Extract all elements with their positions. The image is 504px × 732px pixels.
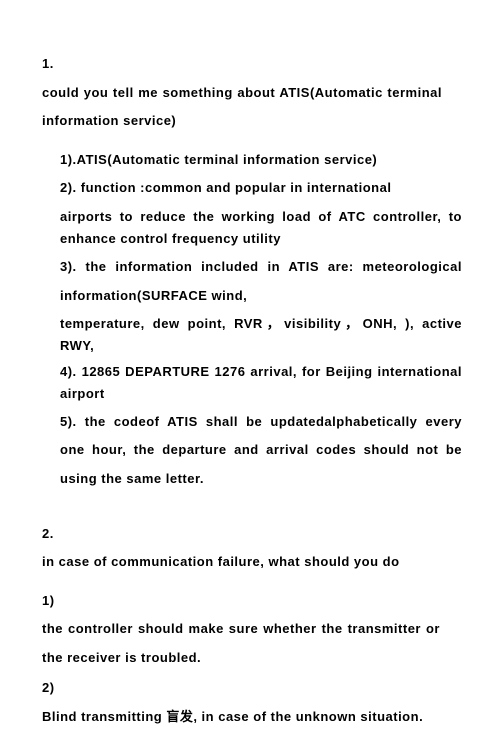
q2-sub2-number: 2): [42, 674, 60, 703]
q1-point-3a: 3). the information included in ATIS are…: [60, 253, 462, 310]
q1-point-5: 5). the codeof ATIS shall be updatedalph…: [60, 408, 462, 494]
section-gap: [42, 494, 462, 520]
q1-point-3b: temperature, dew point, RVR，visibility，O…: [60, 313, 462, 357]
q1-point-4: 4). 12865 DEPARTURE 1276 arrival, for Be…: [60, 361, 462, 405]
q2-sub-1: 1) the controller should make sure wheth…: [42, 587, 462, 673]
question-2: 2. in case of communication failure, wha…: [42, 520, 462, 577]
q2-sub-2: 2) Blind transmitting 盲发, in case of the…: [42, 674, 462, 731]
q2-number: 2.: [42, 520, 58, 549]
q2-sub2-text: Blind transmitting 盲发, in case of the un…: [42, 703, 440, 732]
q2-sub1-text: the controller should make sure whether …: [42, 615, 440, 672]
q1-point-2b: airports to reduce the working load of A…: [60, 206, 462, 250]
q2-title: in case of communication failure, what s…: [42, 548, 442, 577]
q1-number: 1.: [42, 50, 58, 79]
q1-point-2a: 2). function :common and popular in inte…: [60, 174, 462, 203]
q1-title: could you tell me something about ATIS(A…: [42, 79, 442, 136]
q1-point-1: 1).ATIS(Automatic terminal information s…: [60, 146, 462, 175]
question-1: 1. could you tell me something about ATI…: [42, 50, 462, 136]
q2-sub1-number: 1): [42, 587, 60, 616]
